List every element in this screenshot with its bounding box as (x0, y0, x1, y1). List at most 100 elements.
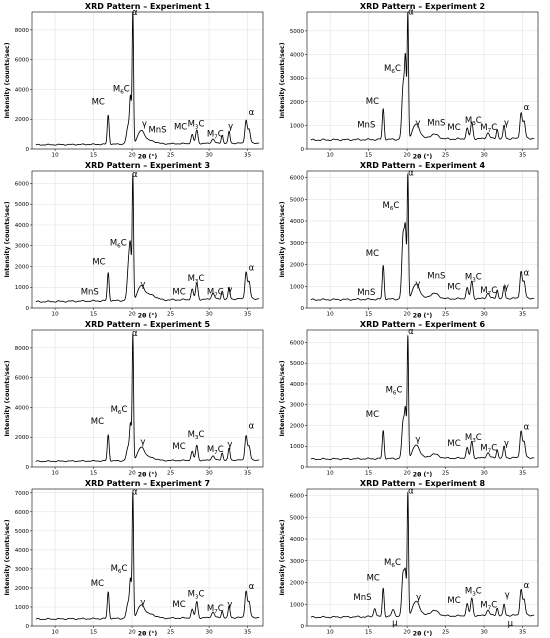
peak-annotation: γ (227, 285, 232, 295)
annotation-rest: C (491, 286, 497, 296)
x-tick-label: 10 (52, 312, 60, 318)
xrd-chart-6: 10 15 20 25 30 35 0 1000 2000 3000 4000 5000 6000 XRD… (279, 320, 539, 477)
y-axis-label: Intensity (counts/sec) (4, 519, 11, 595)
diffraction-trace (310, 335, 535, 461)
xrd-chart-3: 10 15 20 25 30 35 0 1000 2000 3000 4000 5000 6000 XRD… (4, 161, 264, 319)
annotation-subscript: 3 (472, 121, 476, 127)
peak-annotation: γ (227, 440, 232, 450)
peak-annotation: α (132, 170, 138, 180)
peak-annotation: γ (504, 439, 509, 449)
peak-annotation: γ (140, 438, 145, 448)
x-tick-label: 30 (206, 312, 214, 318)
annotation-subscript: 7 (214, 134, 218, 140)
peak-annotation: MnS (81, 288, 99, 298)
x-tick-label: 20 (404, 630, 412, 636)
y-tick-label: 1000 (15, 605, 30, 611)
y-tick-label: 6000 (290, 340, 305, 346)
x-tick-label: 10 (52, 630, 60, 636)
annotation-main: M (386, 385, 393, 395)
y-tick-label: 3000 (15, 567, 30, 573)
x-tick-label: 15 (365, 312, 373, 318)
peak-annotation: α (132, 8, 138, 18)
peak-annotation: M6C (110, 239, 127, 250)
annotation-rest: C (476, 586, 482, 596)
xrd-panel-5: 10 15 20 25 30 35 0 2000 4000 6000 8000 XRD Pattern… (0, 318, 275, 477)
y-tick-label: 6000 (290, 494, 305, 500)
y-tick-label: 6000 (15, 510, 30, 516)
x-tick-label: 15 (365, 153, 373, 159)
peak-annotation: M3C (465, 116, 482, 127)
y-tick-label: 2000 (290, 100, 305, 106)
y-tick-label: 2000 (290, 263, 305, 269)
y-axis-label: Intensity (counts/sec) (4, 201, 11, 277)
x-axis-label: 2θ (°) (138, 153, 158, 160)
peak-annotation: MnS (357, 288, 375, 298)
chart-title: XRD Pattern – Experiment 8 (360, 479, 486, 488)
peak-annotation: MC (447, 596, 460, 606)
xrd-chart-8: 10 15 20 25 30 35 0 1000 2000 3000 4000 5000 6000 XRD… (279, 479, 539, 636)
chart-title: XRD Pattern – Experiment 2 (360, 2, 485, 11)
peak-annotation: MnS (357, 121, 375, 131)
chart-title: XRD Pattern – Experiment 6 (360, 320, 486, 329)
y-tick-label: 1000 (15, 285, 30, 291)
x-tick-label: 10 (327, 153, 335, 159)
annotation-rest: C (218, 604, 224, 614)
plot-frame (31, 11, 264, 150)
annotation-subscript: 6 (120, 90, 124, 96)
peak-annotation: M7C (480, 123, 497, 134)
xrd-panel-3: 10 15 20 25 30 35 0 1000 2000 3000 4000 5000 6000 XRD… (0, 159, 275, 318)
y-tick-label: 2000 (15, 435, 30, 441)
x-axis-label: 2θ (°) (138, 312, 158, 319)
y-tick-label: 0 (300, 306, 304, 312)
y-axis-label: Intensity (counts/sec) (279, 201, 286, 277)
peak-annotation: α (524, 103, 530, 113)
annotation-main: M (110, 239, 117, 249)
annotation-subscript: 7 (214, 450, 218, 456)
peak-annotation: MC (366, 249, 379, 259)
x-tick-label: 35 (244, 312, 252, 318)
y-tick-label: 3000 (290, 559, 305, 565)
annotation-main: M (111, 564, 118, 574)
xrd-panel-6: 10 15 20 25 30 35 0 1000 2000 3000 4000 5000 6000 XRD… (275, 318, 550, 477)
y-tick-label: 7000 (15, 491, 30, 497)
x-tick-label: 30 (481, 630, 489, 636)
peak-annotation: γ (140, 280, 145, 290)
y-tick-label: 4000 (290, 537, 305, 543)
x-tick-label: 35 (519, 312, 527, 318)
x-tick-label: 35 (244, 153, 252, 159)
annotation-rest: C (198, 590, 204, 600)
annotation-subscript: 7 (488, 448, 492, 454)
annotation-subscript: 6 (393, 390, 397, 396)
annotation-subscript: 3 (195, 595, 199, 601)
annotation-rest: C (476, 433, 482, 443)
peak-annotation: MC (172, 442, 185, 452)
x-tick-label: 20 (404, 312, 412, 318)
peak-annotation: M7C (480, 601, 497, 612)
x-tick-label: 25 (167, 153, 175, 159)
annotation-main: M (188, 430, 195, 440)
peak-annotation: α (249, 421, 255, 431)
x-tick-label: 25 (167, 471, 175, 477)
y-tick-label: 3000 (290, 76, 305, 82)
peak-annotation: M6C (111, 564, 128, 575)
x-tick-label: 10 (327, 630, 335, 636)
peak-annotation: MC (172, 600, 185, 610)
peak-annotation: MnS (353, 593, 371, 603)
peak-annotation: γ (504, 118, 509, 128)
peak-annotation: MC (172, 288, 185, 298)
diffraction-trace (310, 491, 535, 619)
x-axis-label: 2θ (°) (413, 312, 433, 319)
annotation-subscript: 7 (214, 609, 218, 615)
peak-annotation: α (132, 329, 138, 339)
y-tick-label: 2000 (15, 586, 30, 592)
y-tick-label: 5000 (290, 515, 305, 521)
annotation-subscript: 6 (117, 244, 121, 250)
x-tick-label: 10 (52, 153, 60, 159)
peak-annotation: M6C (386, 385, 403, 396)
annotation-subscript: 3 (472, 438, 476, 444)
x-tick-label: 30 (206, 153, 214, 159)
annotation-rest: C (396, 385, 402, 395)
annotation-main: M (480, 286, 487, 296)
y-tick-label: 5000 (290, 29, 305, 35)
diffraction-trace (35, 492, 260, 621)
